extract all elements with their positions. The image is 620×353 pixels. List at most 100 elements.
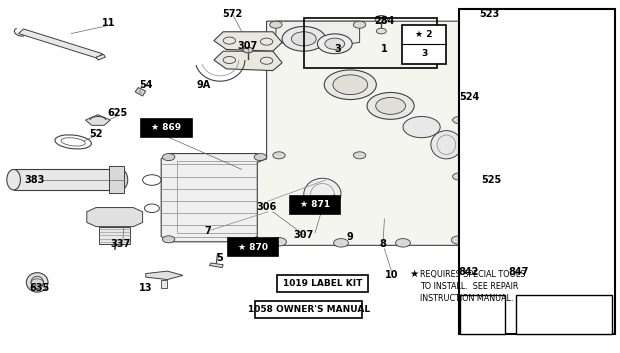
Bar (228, 238, 278, 256)
Circle shape (254, 236, 267, 243)
Polygon shape (146, 271, 183, 280)
Text: 5: 5 (217, 253, 223, 263)
Ellipse shape (7, 169, 20, 190)
Text: 8: 8 (379, 239, 387, 249)
Text: 10: 10 (385, 270, 399, 280)
Text: 11: 11 (102, 18, 115, 28)
Circle shape (451, 236, 466, 244)
Bar (290, 196, 340, 214)
Text: 306: 306 (257, 202, 277, 211)
Text: 383: 383 (24, 175, 44, 185)
Bar (141, 119, 192, 137)
Circle shape (243, 47, 253, 53)
Circle shape (273, 152, 285, 159)
Text: 572: 572 (223, 9, 242, 19)
Circle shape (375, 16, 388, 23)
Circle shape (453, 173, 465, 180)
Text: 524: 524 (459, 92, 479, 102)
Text: 635: 635 (29, 283, 49, 293)
Polygon shape (524, 71, 532, 113)
Text: ★: ★ (409, 269, 419, 279)
Text: 54: 54 (139, 80, 153, 90)
Text: REQUIRES SPECIAL TOOLS
TO INSTALL.  SEE REPAIR
INSTRUCTION MANUAL.: REQUIRES SPECIAL TOOLS TO INSTALL. SEE R… (420, 270, 526, 303)
Text: 7: 7 (205, 226, 211, 236)
Text: 847: 847 (508, 267, 528, 277)
Text: 523: 523 (480, 9, 500, 19)
Text: eReplacementParts.com: eReplacementParts.com (188, 160, 332, 172)
Bar (459, 9, 615, 334)
Text: 1058 OWNER'S MANUAL: 1058 OWNER'S MANUAL (248, 305, 370, 315)
Text: 625: 625 (108, 108, 128, 118)
Text: 307: 307 (238, 41, 258, 51)
Text: 3: 3 (335, 44, 341, 54)
Bar (460, 295, 505, 334)
Circle shape (471, 94, 502, 111)
Circle shape (291, 32, 316, 46)
Circle shape (317, 34, 352, 54)
Text: 1: 1 (381, 44, 388, 54)
Polygon shape (257, 21, 468, 245)
Ellipse shape (473, 304, 492, 324)
Bar (277, 275, 368, 292)
Circle shape (282, 26, 326, 51)
Circle shape (334, 239, 348, 247)
Ellipse shape (114, 169, 128, 190)
Circle shape (325, 38, 345, 49)
Text: 525: 525 (482, 175, 502, 185)
Circle shape (333, 75, 368, 95)
Ellipse shape (31, 276, 43, 288)
Circle shape (270, 21, 282, 28)
Circle shape (162, 236, 175, 243)
Polygon shape (135, 88, 146, 96)
Polygon shape (210, 263, 223, 268)
Bar (255, 301, 362, 318)
Circle shape (403, 116, 440, 138)
Ellipse shape (431, 131, 462, 159)
Polygon shape (161, 280, 167, 288)
Polygon shape (214, 51, 282, 71)
Ellipse shape (26, 273, 48, 292)
Circle shape (367, 92, 414, 119)
Circle shape (254, 154, 267, 161)
Text: ★ 871: ★ 871 (300, 200, 330, 209)
Circle shape (324, 70, 376, 100)
Ellipse shape (552, 303, 577, 325)
Polygon shape (214, 32, 282, 51)
Polygon shape (87, 208, 143, 227)
Circle shape (376, 97, 405, 114)
Polygon shape (14, 169, 121, 190)
Text: 52: 52 (89, 129, 103, 139)
Text: 1019 LABEL KIT: 1019 LABEL KIT (283, 279, 362, 288)
Bar (402, 25, 446, 64)
Polygon shape (508, 99, 532, 106)
Bar (304, 18, 437, 68)
Text: ★ 870: ★ 870 (238, 243, 268, 252)
Circle shape (376, 28, 386, 34)
Bar (516, 295, 612, 334)
Text: ★ 2: ★ 2 (415, 30, 433, 39)
Text: 9A: 9A (197, 80, 210, 90)
Polygon shape (161, 154, 267, 242)
Circle shape (396, 239, 410, 247)
Text: 284: 284 (374, 16, 394, 26)
Circle shape (353, 21, 366, 28)
Polygon shape (276, 21, 360, 46)
Text: 307: 307 (294, 230, 314, 240)
Text: 842: 842 (458, 267, 478, 277)
Ellipse shape (304, 178, 341, 210)
Text: 13: 13 (139, 283, 153, 293)
Circle shape (498, 36, 558, 70)
Text: ★ 869: ★ 869 (151, 123, 181, 132)
Circle shape (510, 42, 547, 64)
Circle shape (453, 116, 465, 124)
Polygon shape (99, 227, 130, 244)
Text: 337: 337 (111, 239, 131, 249)
Polygon shape (108, 166, 124, 193)
Circle shape (353, 152, 366, 159)
Circle shape (162, 154, 175, 161)
Text: 9: 9 (347, 232, 353, 241)
Polygon shape (86, 115, 110, 125)
Polygon shape (19, 29, 102, 58)
Circle shape (272, 238, 286, 246)
Text: 3: 3 (421, 49, 427, 58)
